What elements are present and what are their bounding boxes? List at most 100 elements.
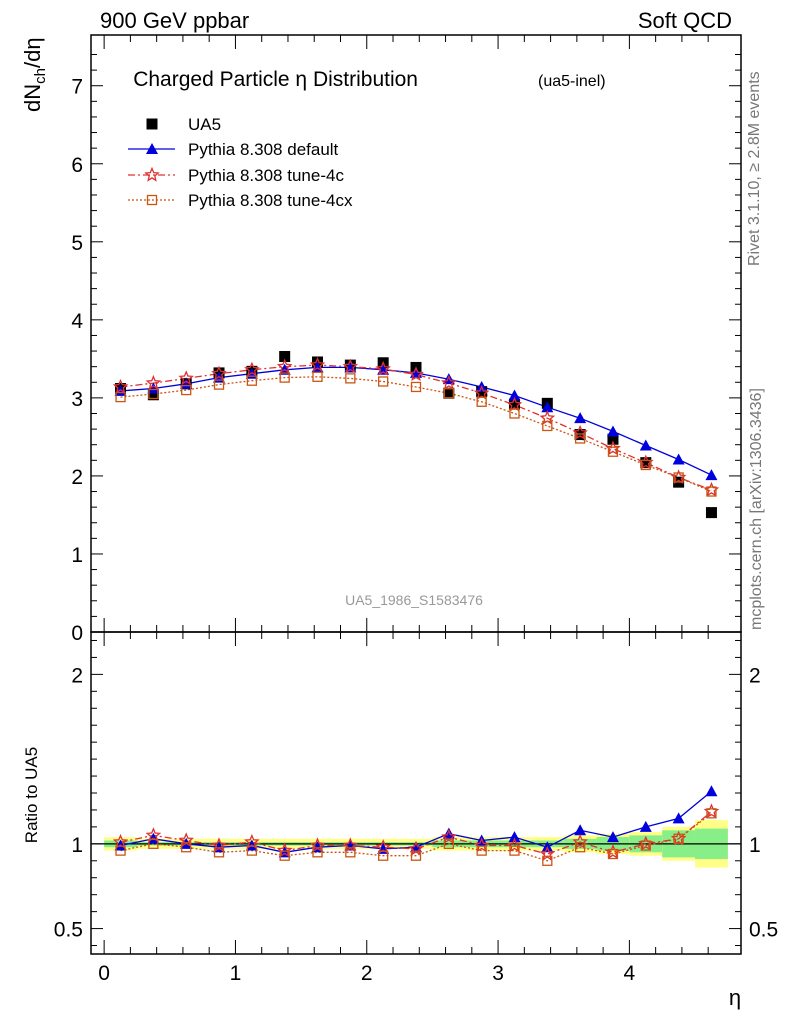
main-point-tune4cx xyxy=(279,372,290,383)
ratio-point-default xyxy=(672,812,685,824)
xtick-label: 4 xyxy=(624,962,636,985)
main-point-data xyxy=(443,387,455,399)
ratio-line-tune4cx xyxy=(120,812,712,862)
ratio-point-tune4c xyxy=(506,837,523,853)
main-point-default xyxy=(672,453,685,465)
main-line-tune4c xyxy=(120,364,712,491)
ratio-ytick-label-right: 1 xyxy=(749,834,761,857)
main-point-tune4cx xyxy=(410,381,422,393)
main-point-default xyxy=(705,469,718,481)
ratio-point-tune4cx xyxy=(673,833,684,844)
ratio-ylabel: Ratio to UA5 xyxy=(22,747,41,843)
main-point-default xyxy=(541,401,554,413)
ratio-point-tune4c xyxy=(473,837,490,853)
ratio-point-tune4cx xyxy=(542,855,553,866)
main-point-tune4cx xyxy=(312,371,323,382)
ratio-point-default xyxy=(574,824,587,836)
ratio-point-tune4c xyxy=(112,833,129,849)
main-point-default xyxy=(508,389,521,401)
legend-label-default: Pythia 8.308 default xyxy=(188,140,339,159)
ratio-point-tune4c xyxy=(342,837,359,853)
legend-marker-default xyxy=(146,143,158,154)
main-point-data xyxy=(607,433,619,445)
xtick-label: 3 xyxy=(492,962,504,985)
main-ytick-label: 7 xyxy=(71,76,83,99)
ratio-point-tune4cx xyxy=(378,850,389,861)
main-ytick-label: 3 xyxy=(71,388,83,411)
main-point-tune4cx xyxy=(509,408,520,419)
main-point-tune4c xyxy=(178,370,194,385)
legend-marker-tune4cx xyxy=(146,194,158,206)
main-point-default xyxy=(606,425,619,437)
ratio-point-tune4cx xyxy=(115,845,126,856)
ratio-point-tune4c xyxy=(375,838,392,854)
main-point-tune4cx xyxy=(443,388,454,399)
main-point-tune4c xyxy=(309,356,326,372)
ratio-ytick-label-right: 0.5 xyxy=(749,919,778,942)
main-point-tune4cx xyxy=(181,384,192,396)
ratio-ytick-label-right: 2 xyxy=(749,664,761,687)
ratio-ytick-label: 1 xyxy=(71,834,83,857)
ratio-point-default xyxy=(705,785,718,797)
ratio-point-tune4cx xyxy=(312,847,323,858)
ratio-plot-frame xyxy=(90,631,742,955)
main-point-tune4cx xyxy=(706,486,717,497)
analysis-watermark: UA5_1986_S1583476 xyxy=(345,592,483,608)
ratio-point-tune4cx xyxy=(148,838,159,849)
main-point-tune4c xyxy=(605,440,621,456)
main-ytick-label: 5 xyxy=(71,232,83,255)
ratio-ytick-label: 2 xyxy=(71,664,83,687)
legend-label-data: UA5 xyxy=(188,115,221,134)
main-point-tune4cx xyxy=(246,375,258,386)
main-point-data xyxy=(640,457,652,469)
ratio-point-tune4c xyxy=(309,837,326,853)
main-point-tune4c xyxy=(276,358,293,374)
ratio-point-tune4cx xyxy=(706,808,717,819)
main-point-tune4c xyxy=(572,424,588,440)
main-point-default xyxy=(639,439,652,451)
main-point-tune4cx xyxy=(476,396,487,407)
ratio-point-tune4cx xyxy=(410,850,422,861)
main-ytick-label: 6 xyxy=(71,154,83,177)
ratio-point-tune4cx xyxy=(607,848,619,860)
legend-label-tune4cx: Pythia 8.308 tune-4cx xyxy=(188,191,353,210)
main-point-tune4cx xyxy=(574,433,586,444)
main-point-tune4c xyxy=(211,365,227,381)
chart-title-sub: (ua5-inel) xyxy=(538,73,606,90)
main-point-tune4c xyxy=(408,366,424,382)
ratio-point-tune4c xyxy=(178,832,194,848)
ratio-point-tune4cx xyxy=(640,840,651,851)
ratio-point-tune4cx xyxy=(213,847,225,858)
ratio-point-tune4c xyxy=(211,837,227,853)
ratio-point-tune4c xyxy=(276,842,293,858)
main-point-tune4cx xyxy=(607,446,619,457)
ratio-point-tune4c xyxy=(572,833,588,849)
main-point-tune4cx xyxy=(213,379,225,390)
main-point-default xyxy=(574,412,587,424)
main-point-tune4c xyxy=(145,374,162,390)
main-point-data xyxy=(279,351,291,363)
chart-title: Charged Particle η Distribution xyxy=(133,68,418,91)
main-point-tune4cx xyxy=(115,391,126,403)
xtick-label: 2 xyxy=(361,962,373,985)
main-point-tune4c xyxy=(441,374,457,390)
ratio-point-tune4cx xyxy=(509,845,520,856)
main-line-tune4cx xyxy=(120,376,712,493)
main-point-tune4cx xyxy=(378,376,389,387)
xlabel: η xyxy=(729,985,741,1010)
legend-label-tune4c: Pythia 8.308 tune-4c xyxy=(188,166,344,185)
ratio-point-default xyxy=(639,820,652,832)
ratio-point-tune4c xyxy=(441,828,457,844)
main-point-tune4c xyxy=(112,378,129,394)
main-line-default xyxy=(120,366,712,476)
ratio-point-tune4cx xyxy=(181,842,192,853)
legend-marker-tune4c xyxy=(144,166,160,182)
main-point-tune4c xyxy=(375,360,391,376)
main-ytick-label: 2 xyxy=(71,466,83,489)
main-point-default xyxy=(147,382,160,394)
main-point-tune4c xyxy=(506,396,523,412)
ratio-ytick-label: 0.5 xyxy=(54,919,83,942)
xtick-label: 1 xyxy=(230,962,242,985)
main-point-data xyxy=(147,389,159,401)
